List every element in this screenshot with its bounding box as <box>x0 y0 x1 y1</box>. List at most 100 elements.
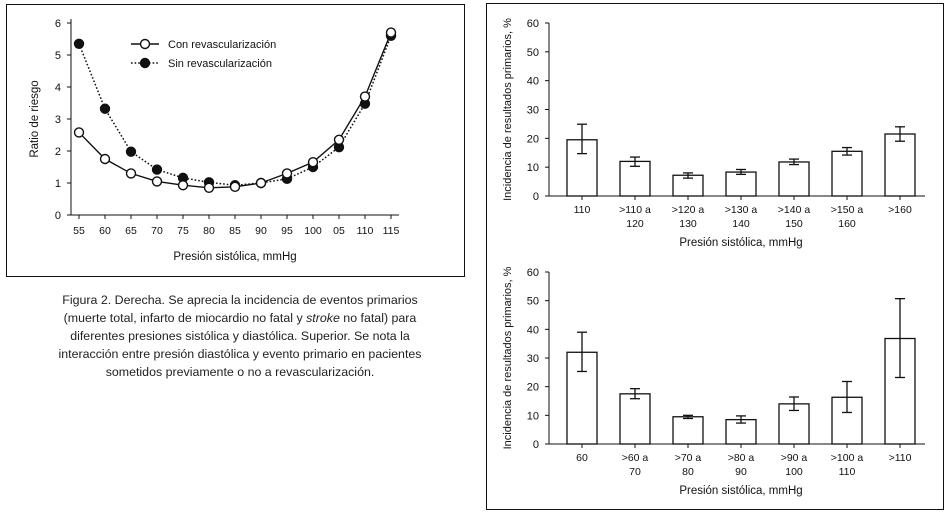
diastolic-incidence-bar-chart: 0 10 20 30 40 50 60 60 >60 a 70 >70 a 80 >80 a 90 >90 … <box>502 266 925 497</box>
y-axis-title: Incidencia de resultados primarios, % <box>502 18 514 201</box>
x-tick-label: 80 <box>682 466 694 478</box>
x-tick-label: 110 <box>574 204 591 216</box>
x-axis-title: Presión sistólica, mmHg <box>679 237 802 249</box>
open-data-point <box>177 180 189 191</box>
y-tick-label: 20 <box>527 382 539 394</box>
filled-data-point <box>125 146 137 157</box>
open-data-point <box>99 153 111 165</box>
x-tick-label: 85 <box>229 225 241 237</box>
bar <box>672 416 704 445</box>
x-tick-label: >110 a <box>619 204 651 216</box>
y-tick-label: 30 <box>527 105 539 117</box>
filled-data-point <box>151 164 163 175</box>
x-tick-label: 90 <box>735 466 747 478</box>
x-tick-label: >70 a <box>675 452 702 464</box>
y-tick-label: 0 <box>55 210 61 222</box>
x-tick-label: 120 <box>626 218 644 230</box>
open-data-point <box>281 168 293 179</box>
y-tick-label: 20 <box>527 133 539 145</box>
bar <box>831 150 863 197</box>
caption-line-2-end: no fatal) para <box>339 311 417 325</box>
y-axis-title: Ratio de riesgo <box>29 80 41 157</box>
x-tick-label: 60 <box>576 452 588 464</box>
systolic-incidence-bar-chart: 0 10 20 30 40 50 60 110 >110 a 120 >120 a 130 >130 a… <box>502 18 925 249</box>
bar <box>778 161 810 197</box>
y-tick-label: 40 <box>527 76 539 88</box>
x-tick-label: 140 <box>732 218 750 230</box>
x-tick-label: 130 <box>679 218 697 230</box>
bar <box>619 393 651 445</box>
x-tick-label: >100 a <box>831 452 864 464</box>
open-data-point <box>203 182 215 194</box>
x-tick-label: 150 <box>785 218 803 230</box>
x-tick-label: 115 <box>383 225 400 237</box>
caption-line-2: (muerte total, infarto de miocardio no f… <box>40 309 440 327</box>
caption-line-3: diferentes presiones sistólica y diastól… <box>70 329 410 343</box>
x-tick-label: 75 <box>177 225 189 237</box>
x-tick-label: 70 <box>629 466 641 478</box>
caption-line-4: interacción entre presión diastólica y e… <box>58 347 422 361</box>
open-data-point <box>229 181 241 193</box>
y-tick-label: 10 <box>527 162 539 174</box>
x-tick-label: >90 a <box>781 452 808 464</box>
x-tick-label: 95 <box>281 225 293 237</box>
x-tick-label: 100 <box>785 466 803 478</box>
y-tick-label: 10 <box>527 410 539 422</box>
y-tick-label: 0 <box>533 191 539 203</box>
y-tick-label: 50 <box>527 296 539 308</box>
x-tick-label: >110 <box>889 452 912 464</box>
x-tick-label: 05 <box>333 225 345 237</box>
y-axis-title: Incidencia de resultados primarios, % <box>502 266 514 449</box>
open-data-point <box>385 27 397 38</box>
legend-label: Sin revascularización <box>168 58 272 70</box>
y-tick-label: 1 <box>55 178 61 190</box>
x-axis-title: Presión sistólica, mmHg <box>679 485 802 497</box>
x-tick-label: >80 a <box>728 452 755 464</box>
x-tick-label: 80 <box>203 225 215 237</box>
legend-label: Con revascularización <box>168 39 276 51</box>
x-tick-label: >150 a <box>831 204 864 216</box>
open-data-point <box>73 127 85 138</box>
y-tick-label: 4 <box>55 82 61 94</box>
figure-caption: Figura 2. Derecha. Se aprecia la inciden… <box>40 291 440 381</box>
x-tick-label: >140 a <box>778 204 811 216</box>
x-tick-label: 65 <box>125 225 137 237</box>
filled-data-point <box>73 38 85 49</box>
line-chart-panel: 0 1 2 3 4 5 6 55 60 65 70 75 80 85 90 95 100 05 110 115 Pres… <box>6 4 465 277</box>
open-data-point <box>151 176 163 187</box>
open-data-point <box>255 177 267 189</box>
filled-data-point <box>99 103 111 114</box>
y-tick-label: 60 <box>527 18 539 30</box>
y-tick-label: 30 <box>527 353 539 365</box>
open-data-point <box>125 168 137 179</box>
y-tick-label: 50 <box>527 47 539 59</box>
y-tick-label: 0 <box>533 439 539 451</box>
x-tick-label: 100 <box>304 225 322 237</box>
x-tick-label: >160 <box>888 204 912 216</box>
caption-line-5: sometidos previamente o no a revasculari… <box>105 365 375 379</box>
x-tick-label: 110 <box>839 466 856 478</box>
open-data-point <box>307 156 319 168</box>
caption-stroke-word: stroke <box>306 311 340 325</box>
x-tick-label: 90 <box>255 225 267 237</box>
bar-charts-panel: 0 10 20 30 40 50 60 110 >110 a 120 >120 a 130 >130 a… <box>486 3 944 510</box>
x-tick-label: 55 <box>73 225 85 237</box>
y-tick-label: 60 <box>527 267 539 279</box>
open-data-point <box>333 134 345 146</box>
y-tick-label: 6 <box>55 18 61 30</box>
caption-line-2-start: (muerte total, infarto de miocardio no f… <box>63 311 307 325</box>
x-tick-label: >130 a <box>725 204 758 216</box>
x-tick-label: >120 a <box>672 204 705 216</box>
series-line-con-revascularizacion <box>78 32 392 189</box>
x-tick-label: 110 <box>357 225 374 237</box>
open-data-point <box>359 91 371 102</box>
y-tick-label: 40 <box>527 324 539 336</box>
x-tick-label: 160 <box>838 218 856 230</box>
bar <box>884 133 916 197</box>
x-tick-label: 70 <box>151 225 163 237</box>
caption-line-1: Figura 2. Derecha. Se aprecia la inciden… <box>62 293 418 307</box>
y-tick-label: 5 <box>55 50 61 62</box>
bar <box>725 171 757 197</box>
x-axis-title: Presión sistólica, mmHg <box>173 251 296 263</box>
x-tick-label: 60 <box>99 225 111 237</box>
